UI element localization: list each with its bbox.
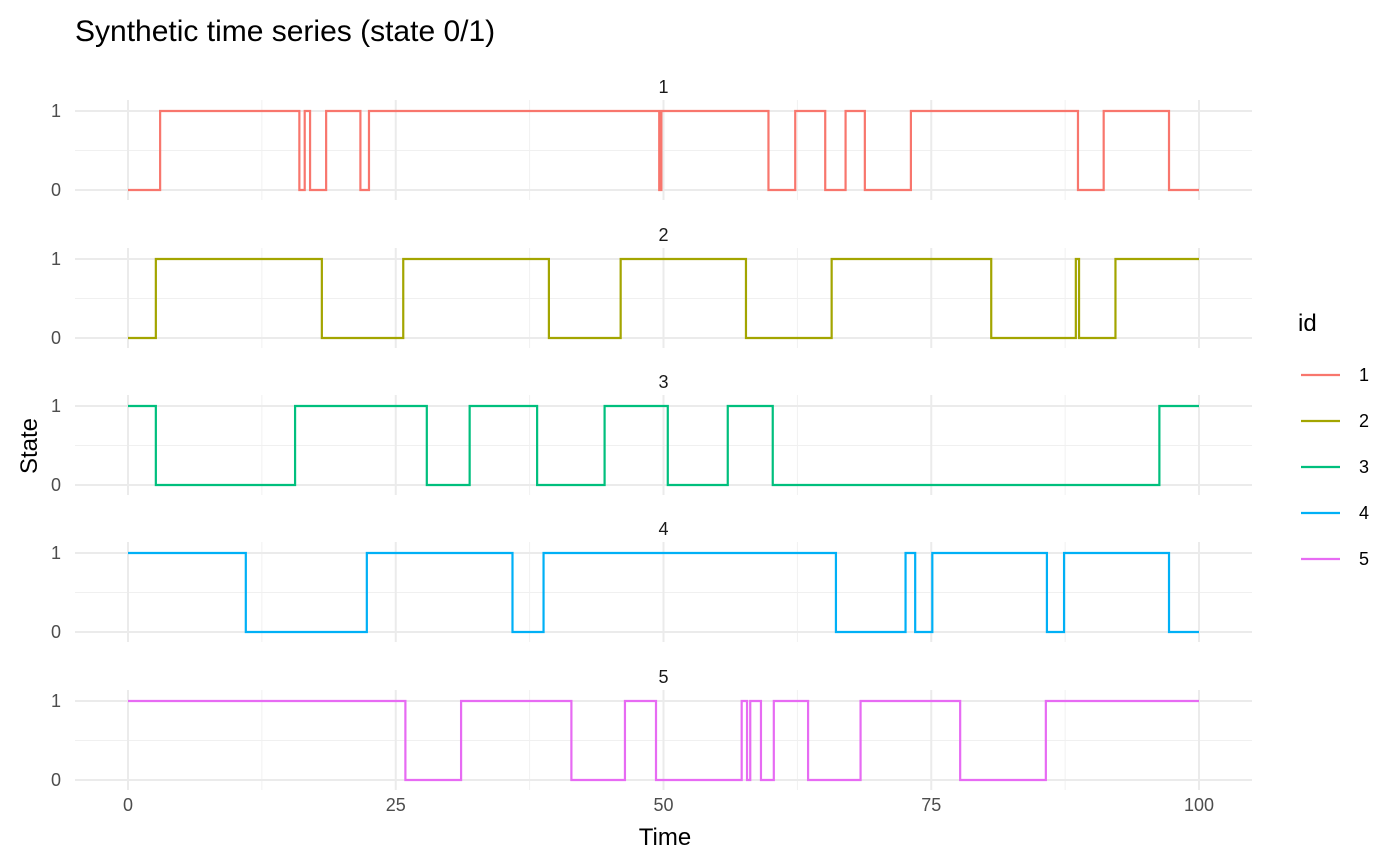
- y-tick-label: 0: [51, 770, 61, 790]
- y-tick-label: 1: [51, 249, 61, 269]
- x-tick-label: 50: [653, 795, 673, 815]
- legend-item-5: 5: [1301, 549, 1369, 569]
- x-tick-label: 25: [386, 795, 406, 815]
- facet-panels: 1 0 1 2 0 1 3 0 1 4 0 1 5 0 1: [51, 77, 1252, 790]
- y-tick-label: 1: [51, 396, 61, 416]
- y-tick-label: 0: [51, 622, 61, 642]
- legend-items: 1 2 3 4 5: [1301, 365, 1369, 569]
- facet-panel-3: 3 0 1: [51, 372, 1252, 495]
- legend-label: 3: [1359, 457, 1369, 477]
- legend-item-1: 1: [1301, 365, 1369, 385]
- y-tick-label: 0: [51, 328, 61, 348]
- series-line-4: [128, 551, 1199, 634]
- facet-strip-label: 2: [658, 225, 668, 245]
- y-tick-label: 1: [51, 691, 61, 711]
- legend-item-2: 2: [1301, 411, 1369, 431]
- legend: id 1 2 3 4 5: [1298, 310, 1369, 569]
- facet-panel-2: 2 0 1: [51, 225, 1252, 348]
- legend-label: 4: [1359, 503, 1369, 523]
- legend-label: 1: [1359, 365, 1369, 385]
- legend-title: id: [1298, 310, 1317, 337]
- facet-panel-5: 5 0 1: [51, 667, 1252, 790]
- y-tick-label: 0: [51, 180, 61, 200]
- facet-strip-label: 3: [658, 372, 668, 392]
- legend-label: 2: [1359, 411, 1369, 431]
- x-tick-label: 75: [921, 795, 941, 815]
- legend-item-3: 3: [1301, 457, 1369, 477]
- legend-item-4: 4: [1301, 503, 1369, 523]
- y-axis-title: State: [16, 418, 43, 474]
- facet-panel-4: 4 0 1: [51, 519, 1252, 642]
- facet-strip-label: 4: [658, 519, 668, 539]
- x-tick-label: 0: [123, 795, 133, 815]
- y-tick-label: 1: [51, 543, 61, 563]
- x-axis: 0 25 50 75 100: [123, 795, 1214, 815]
- legend-label: 5: [1359, 549, 1369, 569]
- x-axis-title: Time: [639, 824, 691, 851]
- x-tick-label: 100: [1184, 795, 1214, 815]
- facet-panel-1: 1 0 1: [51, 77, 1252, 200]
- series-line-2: [128, 257, 1199, 340]
- y-tick-label: 0: [51, 475, 61, 495]
- series-line-3: [128, 404, 1199, 487]
- y-tick-label: 1: [51, 101, 61, 121]
- series-line-5: [128, 699, 1199, 782]
- chart-title: Synthetic time series (state 0/1): [75, 15, 495, 48]
- series-line-1: [128, 109, 1199, 192]
- facet-strip-label: 1: [658, 77, 668, 97]
- facet-strip-label: 5: [658, 667, 668, 687]
